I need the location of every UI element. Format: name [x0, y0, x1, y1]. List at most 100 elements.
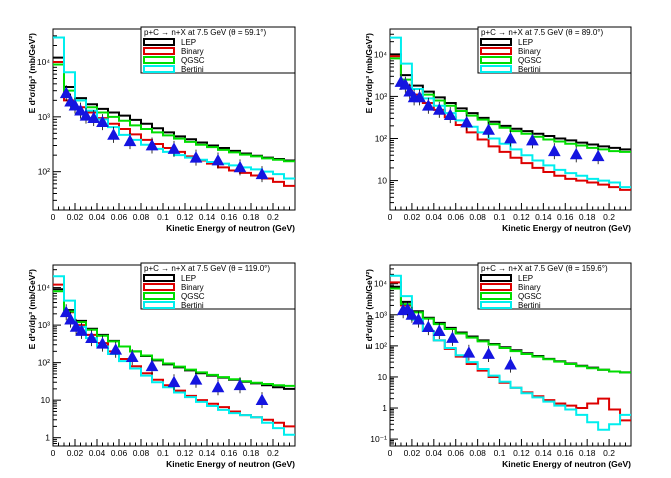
series-binary-line — [53, 61, 295, 187]
y-tick-label: 10 — [41, 395, 51, 405]
legend-label-qgsc: QGSC — [518, 292, 542, 301]
data-point — [233, 160, 247, 173]
legend-swatch-lep — [480, 274, 512, 282]
legend-label-bertini: Bertini — [181, 301, 204, 310]
data-point — [421, 99, 435, 111]
legend-label-lep: LEP — [518, 274, 533, 283]
data-point — [87, 111, 101, 123]
x-tick-label: 0.1 — [494, 212, 506, 222]
x-axis-title: Kinetic Energy of neutron (GeV) — [502, 223, 631, 233]
legend: p+C → n+X at 7.5 GeV (θ = 89.0°)LEPBinar… — [477, 26, 632, 74]
y-tick-label: 1 — [45, 433, 50, 443]
x-tick-label: 0.2 — [603, 212, 615, 222]
legend-swatch-binary — [480, 283, 512, 291]
x-tick-label: 0.06 — [447, 448, 464, 458]
legend-title: p+C → n+X at 7.5 GeV (θ = 159.6°) — [481, 264, 608, 273]
data-point — [526, 133, 539, 146]
x-tick-label: 0.18 — [243, 212, 260, 222]
data-point — [167, 375, 181, 388]
y-axis-title: E d³σ/dp³ (mb/GeV²) — [27, 269, 37, 350]
legend-label-binary: Binary — [518, 283, 541, 292]
x-tick-label: 0.14 — [199, 448, 216, 458]
legend-swatch-binary — [143, 47, 175, 55]
data-point — [109, 343, 123, 355]
y-tick-label: 10² — [38, 358, 50, 368]
data-point — [547, 144, 561, 157]
legend-swatch-lep — [143, 38, 175, 46]
x-tick-label: 0.16 — [221, 448, 238, 458]
data-point — [96, 115, 109, 128]
x-tick-label: 0.04 — [89, 448, 106, 458]
data-point — [69, 320, 83, 332]
series-bertini-line — [390, 36, 631, 189]
x-tick-label: 0.12 — [177, 448, 194, 458]
y-tick-label: 10² — [375, 134, 387, 144]
data-point — [74, 104, 87, 116]
x-tick-label: 0.14 — [535, 212, 552, 222]
legend: p+C → n+X at 7.5 GeV (θ = 59.1°)LEPBinar… — [140, 26, 296, 74]
data-point — [446, 331, 459, 343]
data-point — [123, 134, 137, 147]
y-tick-label: 10² — [375, 341, 387, 351]
series-qgsc-line — [53, 63, 295, 163]
y-tick-label: 10⁻¹ — [370, 434, 387, 444]
x-tick-label: 0.1 — [157, 448, 169, 458]
x-tick-label: 0.12 — [177, 212, 194, 222]
x-tick-label: 0.14 — [199, 212, 216, 222]
x-tick-label: 0.1 — [157, 212, 169, 222]
x-tick-label: 0 — [51, 212, 56, 222]
legend-label-qgsc: QGSC — [518, 56, 542, 65]
y-tick-label: 10³ — [375, 310, 387, 320]
data-point — [96, 337, 109, 349]
y-tick-label: 10⁴ — [37, 57, 50, 67]
legend-swatch-lep — [143, 274, 175, 282]
legend-swatch-binary — [143, 283, 175, 291]
data-point — [189, 373, 203, 385]
data-point — [79, 109, 93, 121]
legend-label-qgsc: QGSC — [181, 292, 205, 301]
data-point — [107, 128, 120, 140]
x-tick-label: 0.18 — [579, 212, 596, 222]
series-qgsc-line — [53, 290, 295, 387]
y-tick-label: 1 — [382, 403, 387, 413]
data-point — [504, 358, 517, 370]
x-tick-label: 0.06 — [447, 212, 464, 222]
x-tick-label: 0.16 — [557, 448, 574, 458]
y-axis-title: E d³σ/dp³ (mb/GeV²) — [27, 33, 37, 114]
y-tick-label: 10³ — [38, 112, 50, 122]
data-point — [59, 86, 73, 99]
data-point — [591, 149, 605, 162]
x-tick-label: 0.02 — [67, 448, 84, 458]
series-binary-line — [390, 55, 631, 191]
x-tick-label: 0.02 — [404, 448, 421, 458]
data-point — [255, 167, 269, 180]
x-tick-label: 0.2 — [267, 448, 279, 458]
x-tick-label: 0.08 — [133, 212, 150, 222]
x-tick-label: 0.18 — [579, 448, 596, 458]
x-tick-label: 0.08 — [133, 448, 150, 458]
data-point — [125, 350, 139, 363]
data-point — [233, 378, 247, 391]
data-point — [75, 324, 88, 336]
x-tick-label: 0.04 — [89, 212, 106, 222]
legend-label-bertini: Bertini — [518, 301, 541, 310]
data-point — [432, 103, 446, 115]
data-point — [482, 123, 495, 135]
legend-label-bertini: Bertini — [181, 65, 204, 74]
legend-swatch-bertini — [480, 301, 512, 309]
y-tick-label: 10⁴ — [374, 49, 387, 59]
legend-swatch-binary — [480, 47, 512, 55]
data-point — [211, 153, 225, 166]
x-tick-label: 0.2 — [603, 448, 615, 458]
legend: p+C → n+X at 7.5 GeV (θ = 159.6°)LEPBina… — [477, 262, 632, 310]
y-tick-label: 10 — [378, 176, 388, 186]
data-point — [189, 151, 203, 163]
data-point — [145, 359, 159, 372]
legend-title: p+C → n+X at 7.5 GeV (θ = 119.0°) — [144, 264, 270, 273]
x-tick-label: 0.14 — [535, 448, 552, 458]
data-point — [569, 147, 583, 160]
legend-swatch-lep — [480, 38, 512, 46]
x-tick-label: 0 — [388, 212, 393, 222]
x-tick-label: 0.02 — [67, 212, 84, 222]
